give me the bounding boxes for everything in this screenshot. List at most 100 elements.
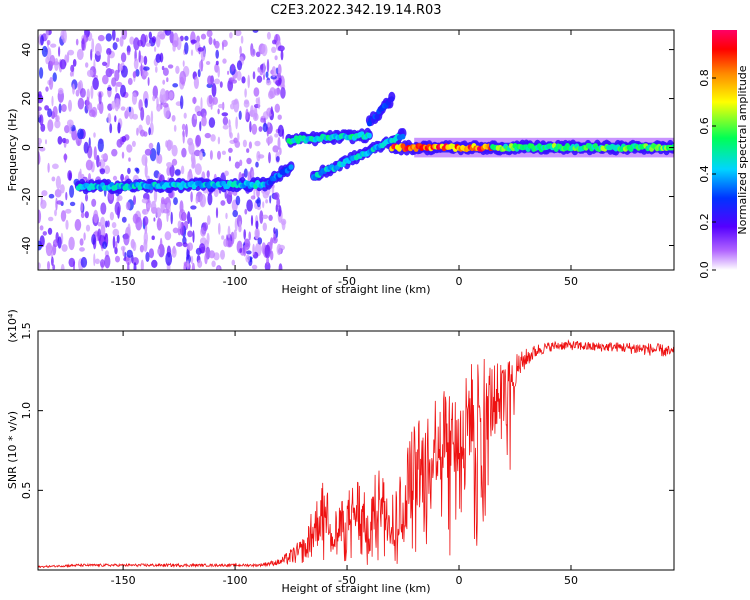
spectrogram-noise-cell xyxy=(77,128,84,140)
spectrogram-noise-cell xyxy=(272,39,277,45)
spectrogram-noise-cell xyxy=(79,88,86,98)
spectrogram-noise-cell xyxy=(72,83,75,95)
spectrogram-noise-cell xyxy=(239,159,243,167)
spectrogram-noise-cell xyxy=(223,238,229,247)
spectrogram-noise-cell xyxy=(197,47,205,52)
spectrogram-noise-cell xyxy=(266,59,270,73)
spectrogram-noise-cell xyxy=(41,45,48,58)
spectrogram-noise-cell xyxy=(238,220,242,232)
colorbar-tick-label: 0.6 xyxy=(698,117,711,135)
spectrogram-noise-cell xyxy=(135,69,140,77)
spectrogram-noise-cell xyxy=(280,87,286,99)
spectrogram-noise-cell xyxy=(155,53,162,64)
spectrogram-noise-cell xyxy=(234,161,240,169)
spectrogram-noise-cell xyxy=(250,105,254,117)
spectrogram-noise-cell xyxy=(45,242,53,257)
spectrogram-noise-cell xyxy=(248,141,252,149)
spectrogram-noise-cell xyxy=(52,106,58,118)
spectrogram-noise-cell xyxy=(39,114,44,126)
spectrogram-noise-cell xyxy=(145,251,150,262)
spectrogram-noise-cell xyxy=(51,256,54,266)
spectrogram-noise-cell xyxy=(107,53,110,68)
spectrogram-noise-cell xyxy=(182,242,188,248)
snr-panel: -150 -100 -50 0 50 0.5 1.0 1.5 Height of straig… xyxy=(6,309,675,595)
spectrogram-noise-cell xyxy=(241,76,246,84)
spectrogram-noise-cell xyxy=(129,36,135,45)
spectrogram-noise-cell xyxy=(116,138,123,148)
snr-ticks: -150 -100 -50 0 50 0.5 1.0 1.5 xyxy=(20,322,674,587)
spectrogram-noise-cell xyxy=(62,30,67,44)
spectrogram-noise-cell xyxy=(64,125,70,134)
colorbar-tick-label: 0.0 xyxy=(698,261,711,279)
spectrogram-xtick-label: -50 xyxy=(338,275,356,288)
spectrogram-noise-cell xyxy=(150,110,154,124)
spectrogram-noise-cell xyxy=(191,157,196,169)
spectrogram-noise-cell xyxy=(40,195,43,205)
spectrogram-noise-cell xyxy=(242,139,247,148)
spectrogram-noise-cell xyxy=(169,164,175,178)
spectrogram-noise-cell xyxy=(277,45,285,52)
spectrogram-noise-cell xyxy=(195,195,199,204)
spectrogram-noise-cell xyxy=(50,43,57,48)
spectrogram-noise-cell xyxy=(255,161,259,168)
spectrogram-noise-cell xyxy=(251,123,258,135)
spectrogram-noise-cell xyxy=(192,230,195,243)
spectrogram-noise-cell xyxy=(210,134,216,142)
spectrogram-noise-cell xyxy=(40,35,44,46)
spectrogram-noise-cell xyxy=(190,255,194,265)
spectrogram-noise-cell xyxy=(218,103,224,109)
spectrogram-noise-cell xyxy=(275,156,280,162)
spectrogram-noise-cell xyxy=(49,76,54,90)
spectrogram-noise-cell xyxy=(131,140,136,147)
spectrogram-noise-cell xyxy=(264,261,271,270)
spectrogram-noise-cell xyxy=(147,77,150,86)
spectrogram-noise-cell xyxy=(171,158,178,166)
spectrogram-noise-cell xyxy=(184,35,189,41)
spectrogram-noise-cell xyxy=(72,59,77,67)
spectrogram-noise-cell xyxy=(162,102,169,108)
spectrogram-noise-cell xyxy=(166,77,169,83)
spectrogram-noise-cell xyxy=(220,200,226,206)
spectrogram-noise-cell xyxy=(42,231,47,236)
spectrogram-noise-cell xyxy=(80,212,85,219)
spectrogram-noise-cell xyxy=(243,100,250,108)
spectrogram-noise-cell xyxy=(153,217,156,222)
spectrogram-noise-cell xyxy=(54,209,57,217)
spectrogram-noise-cell xyxy=(276,197,281,208)
spectrogram-noise-cell xyxy=(265,199,268,204)
spectrogram-noise-cell xyxy=(199,151,203,161)
spectrogram-noise-cell xyxy=(168,140,174,150)
spectrogram-noise-cell xyxy=(39,225,44,231)
spectrogram-noise-cell xyxy=(277,114,282,120)
spectrogram-noise-cell xyxy=(231,99,238,105)
spectrogram-noise-cell xyxy=(97,228,102,242)
spectrogram-noise-cell xyxy=(114,69,120,82)
spectrogram-noise-cell xyxy=(162,79,166,85)
spectrogram-noise-cell xyxy=(39,235,45,248)
spectrogram-noise-cell xyxy=(91,38,95,53)
spectrogram-noise-cell xyxy=(41,190,48,197)
spectrogram-noise-cell xyxy=(274,55,278,61)
spectrogram-noise-cell xyxy=(102,74,109,85)
spectrogram-noise-cell xyxy=(48,216,54,222)
spectrogram-noise-cell xyxy=(263,73,265,81)
spectrogram-noise-cell xyxy=(172,44,176,52)
spectrogram-noise-cell xyxy=(133,58,139,70)
spectrogram-noise-cell xyxy=(144,148,152,156)
spectrogram-noise-cell xyxy=(246,157,252,165)
spectrogram-noise-cell xyxy=(127,51,131,56)
spectrogram-noise-cell xyxy=(194,115,197,120)
spectrogram-noise-cell xyxy=(255,228,260,240)
spectrogram-noise-cell xyxy=(199,121,202,132)
spectrogram-noise-cell xyxy=(207,75,213,86)
spectrogram-noise-cell xyxy=(143,55,148,66)
spectrogram-noise-cell xyxy=(231,259,236,266)
figure-title: C2E3.2022.342.19.14.R03 xyxy=(270,3,441,18)
spectrogram-noise-cell xyxy=(97,34,105,42)
spectrogram-noise-cell xyxy=(278,263,283,270)
spectrogram-noise-cell xyxy=(278,205,282,217)
spectrogram-noise-cell xyxy=(206,232,210,245)
spectrogram-noise-cell xyxy=(227,225,231,239)
spectrogram-noise-cell xyxy=(252,30,259,33)
spectrogram-noise-cell xyxy=(132,71,137,79)
